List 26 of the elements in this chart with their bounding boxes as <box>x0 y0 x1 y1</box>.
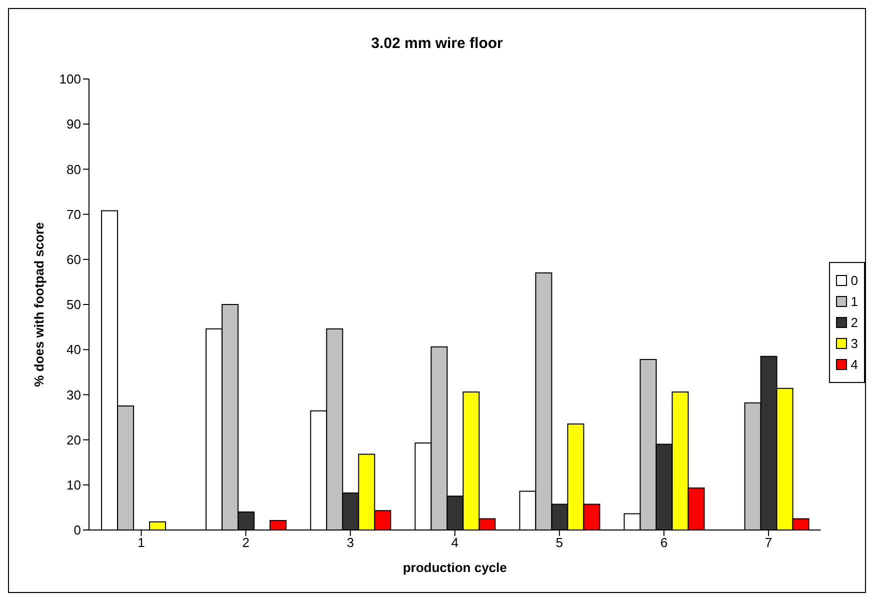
legend-label: 4 <box>850 357 858 372</box>
x-tick-label: 5 <box>556 535 564 550</box>
x-tick-label: 3 <box>346 535 354 550</box>
y-tick-label: 50 <box>66 297 81 312</box>
y-tick-label: 40 <box>66 342 81 358</box>
x-tick-label: 7 <box>764 535 772 550</box>
y-tick-label: 80 <box>66 162 81 177</box>
x-tick-label: 2 <box>242 535 250 550</box>
y-tick-label: 20 <box>66 432 81 448</box>
legend-label: 2 <box>850 315 858 330</box>
legend-label: 0 <box>850 273 858 288</box>
y-axis-title: % does with footpad score <box>32 222 47 387</box>
x-tick-label: 1 <box>138 535 145 550</box>
y-tick-label: 60 <box>66 252 81 268</box>
x-axis-title: production cycle <box>402 560 507 575</box>
legend-label: 1 <box>850 294 858 309</box>
chart-title: 3.02 mm wire floor <box>370 35 504 54</box>
y-tick-label: 10 <box>66 478 81 493</box>
y-tick-label: 30 <box>66 387 81 402</box>
y-tick-label: 100 <box>59 72 81 87</box>
y-tick-label: 70 <box>66 206 81 222</box>
y-tick-label: 90 <box>66 116 81 132</box>
legend-label: 3 <box>850 336 858 351</box>
x-tick-label: 6 <box>660 535 668 550</box>
y-tick-label: 0 <box>74 522 81 538</box>
x-tick-label: 4 <box>451 535 458 550</box>
